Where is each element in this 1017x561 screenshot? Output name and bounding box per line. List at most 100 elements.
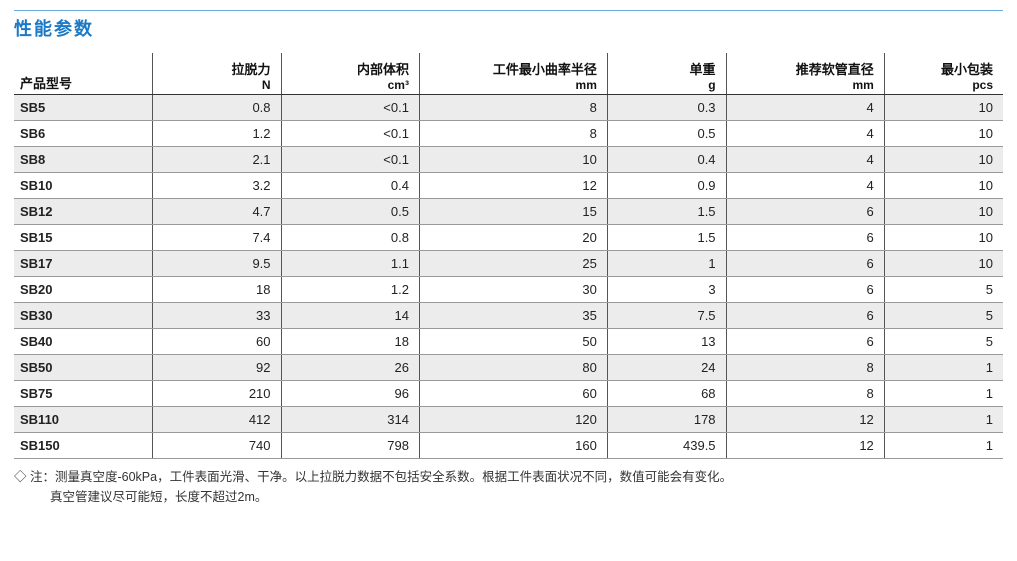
col-unit: mm [737,78,874,92]
cell-value: 1.2 [152,121,281,147]
col-unit: pcs [895,78,993,92]
cell-value: 92 [152,355,281,381]
cell-value: 18 [152,277,281,303]
cell-value: 412 [152,407,281,433]
col-header-packing: 最小包装 pcs [884,53,1003,95]
cell-value: 1.5 [607,225,726,251]
cell-value: 8 [419,121,607,147]
cell-value: 60 [152,329,281,355]
table-body: SB50.8<0.180.3410SB61.2<0.180.5410SB82.1… [14,95,1003,459]
table-row: SB303314357.565 [14,303,1003,329]
cell-value: 15 [419,199,607,225]
cell-value: 1.1 [281,251,419,277]
col-header-model: 产品型号 [14,53,152,95]
col-unit: N [163,78,271,92]
cell-value: 160 [419,433,607,459]
cell-value: 4 [726,173,884,199]
cell-value: 26 [281,355,419,381]
title-section: 性能参数 [14,10,1003,41]
col-unit: cm³ [292,78,409,92]
cell-model: SB30 [14,303,152,329]
table-row: SB82.1<0.1100.4410 [14,147,1003,173]
cell-value: 7.4 [152,225,281,251]
cell-value: 740 [152,433,281,459]
cell-model: SB10 [14,173,152,199]
cell-value: 5 [884,329,1003,355]
cell-value: 1 [884,355,1003,381]
cell-value: 3 [607,277,726,303]
cell-value: 0.3 [607,95,726,121]
cell-value: 10 [884,199,1003,225]
table-row: SB406018501365 [14,329,1003,355]
table-row: SB50.8<0.180.3410 [14,95,1003,121]
cell-value: 14 [281,303,419,329]
cell-value: 1.2 [281,277,419,303]
cell-value: 6 [726,303,884,329]
cell-model: SB17 [14,251,152,277]
cell-model: SB50 [14,355,152,381]
cell-value: 3.2 [152,173,281,199]
footnote-line1: 测量真空度-60kPa，工件表面光滑、干净。以上拉脱力数据不包括安全系数。根据工… [55,470,732,484]
cell-value: 1 [884,407,1003,433]
col-header-hose: 推荐软管直径 mm [726,53,884,95]
table-row: SB150740798160439.5121 [14,433,1003,459]
cell-value: 9.5 [152,251,281,277]
cell-value: 314 [281,407,419,433]
cell-value: 30 [419,277,607,303]
cell-value: 4 [726,121,884,147]
cell-value: 1 [884,433,1003,459]
cell-value: 12 [726,407,884,433]
cell-model: SB150 [14,433,152,459]
cell-model: SB110 [14,407,152,433]
cell-value: 4 [726,147,884,173]
col-label: 拉脱力 [232,62,271,77]
cell-value: 0.5 [607,121,726,147]
cell-value: 13 [607,329,726,355]
cell-model: SB6 [14,121,152,147]
cell-value: 33 [152,303,281,329]
cell-model: SB20 [14,277,152,303]
table-row: SB124.70.5151.5610 [14,199,1003,225]
cell-value: 18 [281,329,419,355]
footnote-line2: 真空管建议尽可能短，长度不超过2m。 [14,487,1003,507]
cell-value: 20 [419,225,607,251]
cell-value: 1 [607,251,726,277]
cell-value: 0.5 [281,199,419,225]
cell-value: 8 [419,95,607,121]
col-label: 工件最小曲率半径 [493,62,597,77]
cell-value: 10 [884,121,1003,147]
cell-value: 96 [281,381,419,407]
cell-value: 60 [419,381,607,407]
cell-value: 2.1 [152,147,281,173]
cell-value: 0.4 [281,173,419,199]
table-row: SB509226802481 [14,355,1003,381]
col-header-weight: 单重 g [607,53,726,95]
cell-value: 439.5 [607,433,726,459]
footnote-marker: ◇ 注： [14,470,55,484]
cell-value: 6 [726,225,884,251]
cell-model: SB12 [14,199,152,225]
table-header: 产品型号 拉脱力 N 内部体积 cm³ 工件最小曲率半径 mm 单重 g 推荐软… [14,53,1003,95]
col-label: 内部体积 [357,62,409,77]
cell-value: 7.5 [607,303,726,329]
cell-value: 798 [281,433,419,459]
cell-value: 8 [726,381,884,407]
table-row: SB103.20.4120.9410 [14,173,1003,199]
col-header-minradius: 工件最小曲率半径 mm [419,53,607,95]
cell-value: 6 [726,251,884,277]
cell-value: 25 [419,251,607,277]
cell-value: <0.1 [281,121,419,147]
cell-model: SB8 [14,147,152,173]
cell-value: 4 [726,95,884,121]
table-row: SB157.40.8201.5610 [14,225,1003,251]
cell-value: 12 [726,433,884,459]
table-row: SB179.51.1251610 [14,251,1003,277]
cell-value: 210 [152,381,281,407]
table-row: SB7521096606881 [14,381,1003,407]
cell-value: <0.1 [281,95,419,121]
cell-value: 35 [419,303,607,329]
cell-value: 50 [419,329,607,355]
cell-value: 68 [607,381,726,407]
table-row: SB61.2<0.180.5410 [14,121,1003,147]
cell-model: SB5 [14,95,152,121]
